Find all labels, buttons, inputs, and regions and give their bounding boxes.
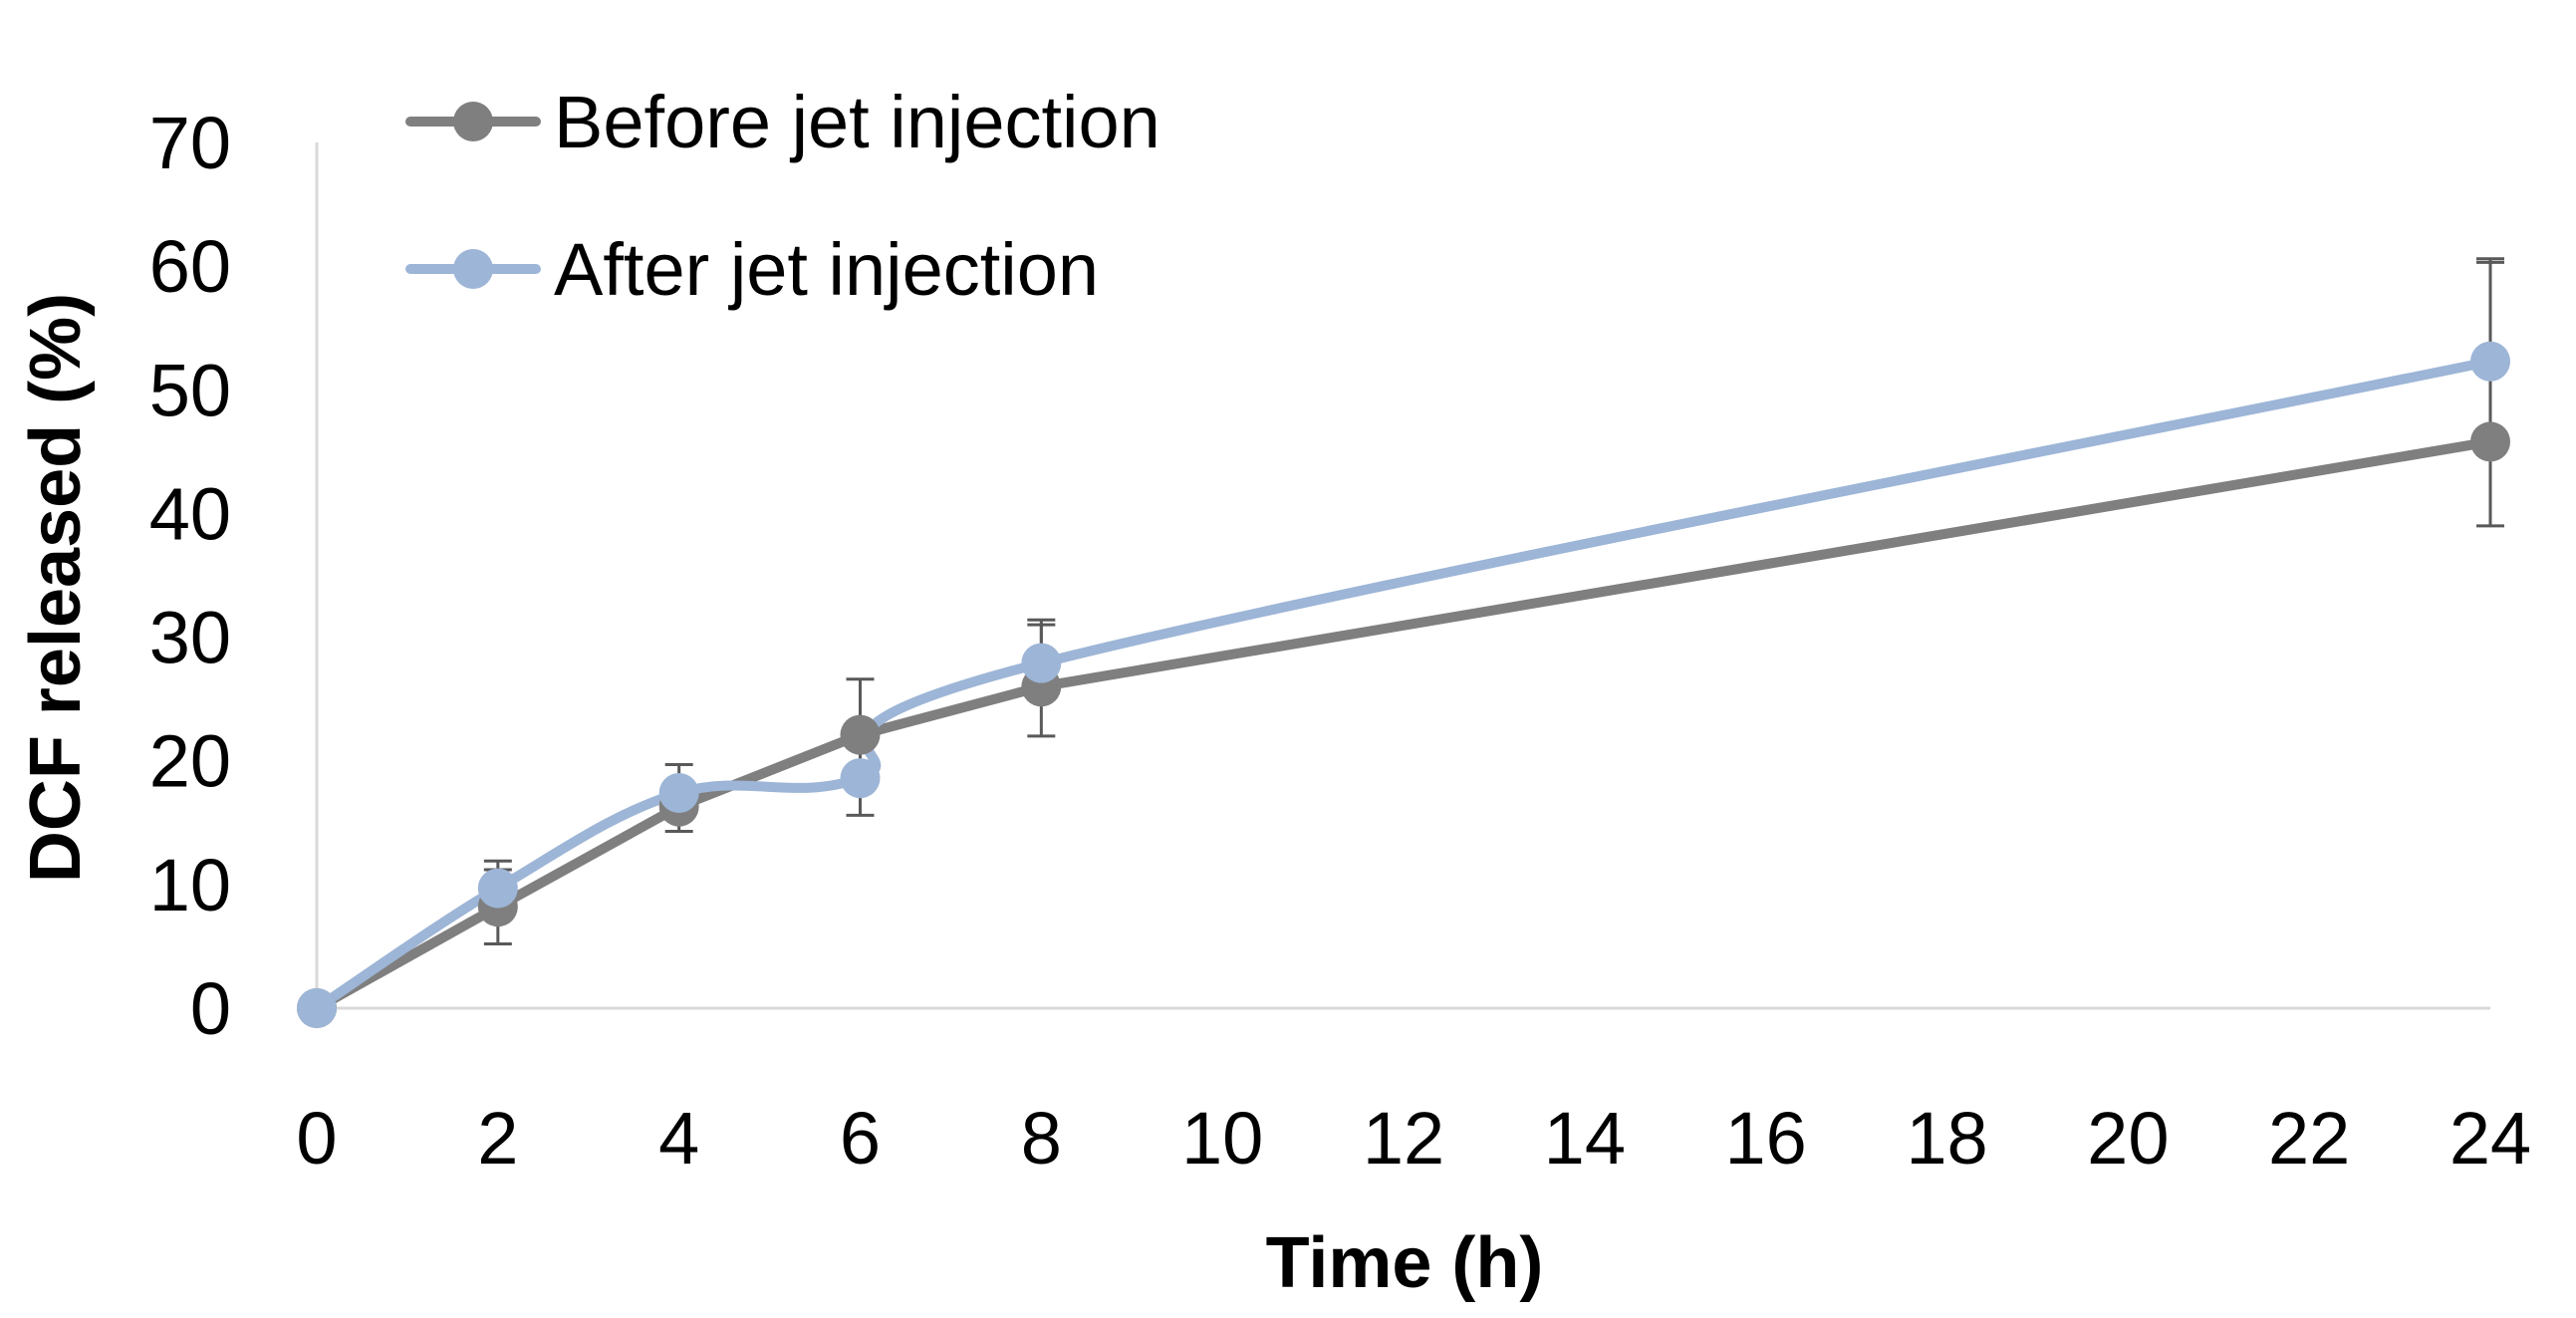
axes <box>315 142 2490 1010</box>
y-tick-label: 30 <box>149 597 231 679</box>
x-tick-label: 8 <box>1021 1097 1062 1180</box>
legend: Before jet injection After jet injection <box>405 81 1160 311</box>
data-point-series-2 <box>2470 341 2510 382</box>
x-tick-label: 16 <box>1725 1097 1807 1180</box>
x-tick-labels: 0 2 4 6 8 10 12 14 16 18 20 22 24 <box>296 1097 2531 1180</box>
y-tick-label: 40 <box>149 472 231 555</box>
y-tick-label: 60 <box>149 225 231 308</box>
y-tick-label: 70 <box>149 102 231 184</box>
x-tick-label: 20 <box>2087 1097 2169 1180</box>
data-point-series-2 <box>1021 643 1062 683</box>
x-tick-label: 4 <box>658 1097 699 1180</box>
legend-label-1: Before jet injection <box>554 81 1160 163</box>
x-tick-label: 10 <box>1181 1097 1263 1180</box>
series-line-2 <box>312 356 2495 1013</box>
x-tick-label: 18 <box>1906 1097 1987 1180</box>
x-axis-title: Time (h) <box>1266 1223 1544 1303</box>
x-tick-label: 14 <box>1544 1097 1626 1180</box>
y-tick-labels: 0 10 20 30 40 50 60 70 <box>149 102 231 1050</box>
data-point-series-1 <box>2470 421 2510 462</box>
y-tick-label: 0 <box>190 967 231 1050</box>
y-axis-title: DCF released (%) <box>16 293 96 883</box>
data-point-series-2 <box>297 988 337 1028</box>
data-point-series-2 <box>658 772 699 813</box>
data-point-series-1 <box>840 714 881 755</box>
y-tick-label: 10 <box>149 844 231 926</box>
x-tick-label: 0 <box>296 1097 337 1180</box>
error-bars <box>483 257 2504 945</box>
x-tick-label: 6 <box>840 1097 881 1180</box>
x-tick-label: 24 <box>2449 1097 2531 1180</box>
legend-label-2: After jet injection <box>554 228 1099 311</box>
y-tick-label: 20 <box>149 720 231 803</box>
legend-marker-2 <box>453 249 493 289</box>
data-point-series-2 <box>477 868 518 909</box>
x-tick-label: 22 <box>2268 1097 2350 1180</box>
series-lines <box>312 356 2495 1013</box>
x-tick-label: 2 <box>477 1097 518 1180</box>
y-tick-label: 50 <box>149 349 231 431</box>
legend-marker-1 <box>453 102 493 141</box>
series-line-1 <box>312 436 2495 1013</box>
series-markers <box>297 341 2510 1028</box>
x-tick-label: 12 <box>1363 1097 1444 1180</box>
data-point-series-2 <box>840 758 881 799</box>
